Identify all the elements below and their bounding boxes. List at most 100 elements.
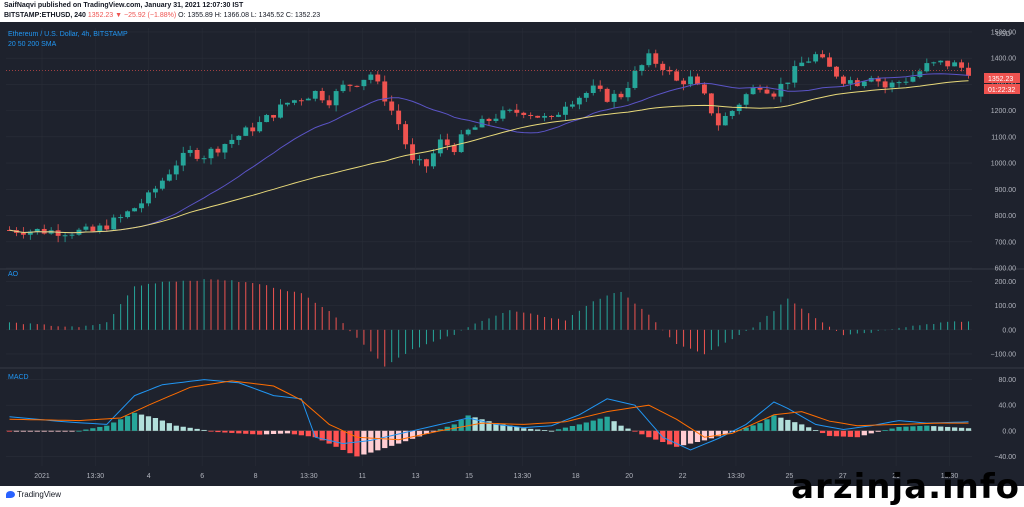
candle-body [799,62,805,67]
macd-hist-bar [625,428,631,431]
macd-hist-bar [680,430,687,446]
macd-hist-bar [896,426,902,431]
macd-hist-bar [284,430,291,434]
macd-hist-bar [785,419,791,431]
candle-body [305,98,311,101]
macd-hist-bar [576,424,582,431]
macd-hist-bar [27,430,33,432]
candle-body [125,211,131,218]
macd-hist-bar [396,430,402,444]
candle-body [264,115,270,123]
candle-body [222,144,228,153]
candle-body [201,158,207,160]
price-tick-label: 0.00 [1002,327,1016,334]
macd-hist-bar [465,415,471,431]
macd-hist-bar [347,430,353,454]
price-tick-label: 600.00 [995,266,1017,273]
price-tick-label: 1400.00 [991,56,1016,63]
macd-hist-bar [528,428,534,431]
macd-hist-bar [597,418,603,431]
candle-body [298,100,304,102]
macd-hist-bar [180,426,186,431]
macd-hist-bar [806,427,812,431]
sma-legend: 20 50 200 SMA [8,41,57,48]
time-axis: 2021 13:30 4 6 8 13:30 11 13 15 13:30 18 20 22 13:30 2… [34,473,958,480]
macd-hist-bar [945,426,951,431]
candle-body [708,93,714,114]
candle-body [875,77,881,82]
macd-hist-bar [416,430,423,437]
candle-body [695,76,700,85]
macd-hist-bar [458,419,464,431]
macd-hist-bar [722,430,728,435]
chart-canvas[interactable]: 1500.001400.001300.001200.001100.001000.… [0,22,1024,486]
macd-hist-bar [590,420,596,431]
time-tick-label: 4 [147,473,151,480]
time-tick-label: 6 [200,473,204,480]
macd-hist-bar [569,426,576,431]
time-tick-label: 13:30 [87,473,105,480]
time-tick-label: 13 [412,473,420,480]
candle-body [521,112,527,115]
ohlc-values: O: 1355.89 H: 1366.08 L: 1345.52 C: 1352… [178,12,321,19]
price-tick-label: 0.00 [1002,428,1016,435]
candle-body [660,63,666,70]
macd-hist-bar [444,426,450,431]
time-tick-label: 29 [892,473,900,480]
macd-hist-bar [48,430,54,432]
candle-body [479,118,485,128]
candle-body [500,110,506,119]
candle-body [451,145,457,153]
candle-body [486,118,492,121]
macd-hist-bar [771,415,777,431]
price-tick-label: 800.00 [995,213,1017,220]
countdown-text: 01:22:32 [988,87,1015,94]
candle-body [118,217,124,219]
macd-hist-bar [333,430,339,447]
macd-hist-bar [951,427,958,431]
candle-body [472,127,478,130]
macd-hist-bar [500,424,506,431]
candle-body [340,84,346,92]
macd-hist-bar [507,425,513,431]
macd-hist-bar [319,430,325,441]
candle-body [194,149,200,159]
macd-hist-bar [931,426,937,431]
candle-body [257,122,263,132]
price-tick-label: 200.00 [995,279,1017,286]
candle-body [493,118,499,121]
candle-body [729,111,735,116]
candle-body [410,144,415,161]
candle-body [535,115,541,118]
last-price-badge: 1352.23 [984,73,1020,83]
tradingview-logo[interactable]: TradingView [6,490,61,499]
macd-hist-bar [326,430,332,444]
candle-body [604,88,610,102]
macd-hist-bar [924,425,930,431]
macd-hist-bar [104,425,110,431]
candle-body [97,225,103,232]
macd-hist-bar [562,427,569,431]
price-tick-label: 80.00 [998,377,1016,384]
pane-title: Ethereum / U.S. Dollar, 4h, BITSTAMP [8,31,128,38]
candle-body [959,62,965,68]
macd-hist-bar [118,419,124,431]
macd-hist-bar [799,424,805,431]
macd-hist-bar [257,430,263,435]
macd-hist-bar [889,428,895,431]
candle-body [882,81,888,88]
macd-hist-bar [535,429,541,431]
macd-hist-bar [819,430,826,434]
macd-hist-bar [90,428,96,431]
candle-body [250,127,256,132]
macd-hist-bar [833,430,840,437]
macd-hist-bar [215,430,221,433]
price-tick-label: 900.00 [995,187,1017,194]
macd-hist-bar [479,419,485,431]
price-tick-label: −100.00 [991,351,1017,358]
candle-body [375,74,381,82]
macd-hist-bar [263,430,270,435]
candle-body [702,84,707,94]
candle-body [827,57,832,67]
